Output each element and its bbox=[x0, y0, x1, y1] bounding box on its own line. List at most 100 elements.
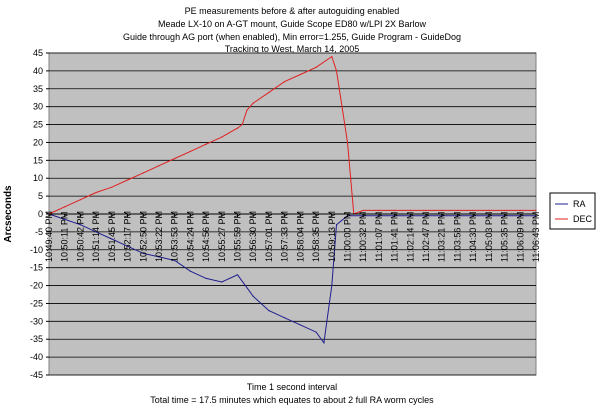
y-tick-label: 25 bbox=[33, 120, 43, 130]
title-line: PE measurements before & after autoguidi… bbox=[185, 6, 400, 16]
data-point-dec bbox=[409, 209, 411, 212]
data-point-ra bbox=[64, 218, 66, 220]
data-point-dec bbox=[362, 209, 364, 212]
y-tick-label: 20 bbox=[33, 137, 43, 147]
series-line-ra bbox=[48, 213, 536, 345]
data-point-ra bbox=[299, 324, 301, 326]
x-tick-label: 10:51:14 PM bbox=[91, 211, 101, 262]
data-point-dec bbox=[189, 150, 191, 152]
data-point-dec bbox=[221, 136, 223, 138]
data-point-dec bbox=[268, 91, 270, 93]
data-point-dec bbox=[158, 165, 160, 167]
data-point-ra bbox=[142, 252, 144, 254]
data-point-ra bbox=[158, 256, 160, 258]
data-point-ra bbox=[268, 310, 270, 312]
data-point-dec bbox=[456, 209, 459, 212]
x-tick-label: 10:52:50 PM bbox=[138, 211, 148, 262]
data-point-ra bbox=[79, 224, 82, 226]
data-point-dec bbox=[488, 209, 490, 212]
data-point-ra bbox=[323, 342, 325, 344]
x-tick-label: 10:54:56 PM bbox=[201, 211, 211, 262]
x-tick-label: 11:00:32 PM bbox=[358, 212, 368, 262]
data-point-dec bbox=[174, 157, 176, 160]
data-point-ra bbox=[284, 317, 286, 319]
y-tick-label: 45 bbox=[33, 48, 43, 58]
x-tick-label: 10:53:22 PM bbox=[154, 211, 164, 262]
x-tick-label: 11:03:56 PM bbox=[452, 212, 462, 262]
title-line: Meade LX-10 on A-GT mount, Guide Scope E… bbox=[158, 19, 426, 29]
y-tick-label: -40 bbox=[30, 352, 43, 362]
x-tick-label: 10:57:01 PM bbox=[264, 211, 274, 262]
title-line: Guide through AG port (when enabled), Mi… bbox=[123, 32, 461, 42]
data-point-dec bbox=[284, 81, 286, 83]
data-point-ra bbox=[126, 245, 129, 247]
x-tick-label: 10:59:13 PM bbox=[327, 211, 337, 262]
x-tick-label: 10:51:45 PM bbox=[107, 211, 117, 262]
y-tick-label: -30 bbox=[30, 316, 43, 326]
data-point-dec bbox=[346, 141, 349, 144]
data-point-ra bbox=[315, 331, 317, 333]
x-tick-label: 10:53:53 PM bbox=[170, 211, 180, 262]
data-point-dec bbox=[472, 209, 474, 212]
x-tick-label: 10:58:04 PM bbox=[295, 211, 305, 262]
x-tick-label: 11:01:41 PM bbox=[390, 212, 400, 262]
data-point-dec bbox=[441, 209, 443, 212]
data-point-ra bbox=[335, 224, 338, 226]
data-point-dec bbox=[331, 55, 333, 58]
x-axis-ticks: 10:49:40 PM 10:50:11 PM 10:50:42 PM 10:51:1… bbox=[44, 211, 541, 262]
x-tick-label: 11:05:35 PM bbox=[500, 212, 510, 262]
title-line: Tracking to West, March 14, 2005 bbox=[225, 44, 360, 54]
x-tick-label: 10:55:27 PM bbox=[217, 211, 227, 262]
data-point-dec bbox=[378, 209, 380, 212]
data-point-dec bbox=[126, 179, 129, 181]
y-tick-label: -35 bbox=[30, 334, 43, 344]
data-point-dec bbox=[241, 123, 243, 126]
legend-label-dec: DEC bbox=[573, 214, 593, 224]
data-point-dec bbox=[142, 172, 144, 174]
grid-lines bbox=[49, 52, 536, 376]
data-point-dec bbox=[335, 70, 338, 72]
x-tick-label: 10:50:42 PM bbox=[75, 211, 85, 262]
x-tick-label: 10:56:30 PM bbox=[248, 211, 258, 262]
x-tick-label: 10:55:59 PM bbox=[233, 211, 243, 262]
x-tick-label: 11:05:03 PM bbox=[484, 212, 494, 262]
legend: RA DEC bbox=[549, 192, 596, 230]
x-tick-label: 11:02:14 PM bbox=[405, 212, 415, 262]
x-tick-label: 11:03:21 PM bbox=[437, 212, 447, 262]
data-point-dec bbox=[503, 209, 506, 212]
x-tick-label: 10:52:17 PM bbox=[123, 211, 133, 262]
data-point-dec bbox=[394, 209, 396, 212]
x-tick-label: 10:58:35 PM bbox=[311, 211, 321, 262]
data-point-dec bbox=[252, 102, 254, 104]
chart-title: PE measurements before & after autoguidi… bbox=[123, 6, 461, 54]
x-tick-label: 11:06:43 PM bbox=[531, 212, 541, 262]
x-tick-label: 11:01:07 PM bbox=[374, 212, 384, 262]
data-point-ra bbox=[252, 295, 254, 297]
x-tick-label: 10:57:33 PM bbox=[280, 211, 290, 262]
y-tick-label: -45 bbox=[30, 370, 43, 380]
data-point-dec bbox=[246, 109, 248, 111]
data-point-ra bbox=[331, 284, 333, 287]
y-tick-label: -20 bbox=[30, 281, 43, 291]
data-point-dec bbox=[425, 209, 427, 212]
data-point-dec bbox=[64, 206, 66, 208]
data-point-dec bbox=[79, 199, 82, 201]
x-tick-label: 11:02:47 PM bbox=[421, 212, 431, 262]
data-point-ra bbox=[236, 274, 239, 276]
data-point-ra bbox=[111, 238, 113, 240]
y-tick-label: 15 bbox=[33, 155, 43, 165]
y-tick-label: -15 bbox=[30, 263, 43, 273]
x-axis-label-line: Time 1 second interval bbox=[247, 382, 337, 392]
x-axis-label-line: Total time = 17.5 minutes which equates … bbox=[150, 395, 434, 405]
y-tick-label: -5 bbox=[35, 227, 43, 237]
data-point-dec bbox=[205, 143, 207, 145]
x-tick-label: 10:50:11 PM bbox=[60, 212, 70, 262]
series-line-dec bbox=[48, 55, 536, 215]
y-tick-label: -25 bbox=[30, 298, 43, 308]
data-point-dec bbox=[95, 191, 97, 194]
legend-box bbox=[549, 192, 596, 230]
data-point-dec bbox=[519, 209, 521, 212]
legend-label-ra: RA bbox=[573, 199, 586, 209]
